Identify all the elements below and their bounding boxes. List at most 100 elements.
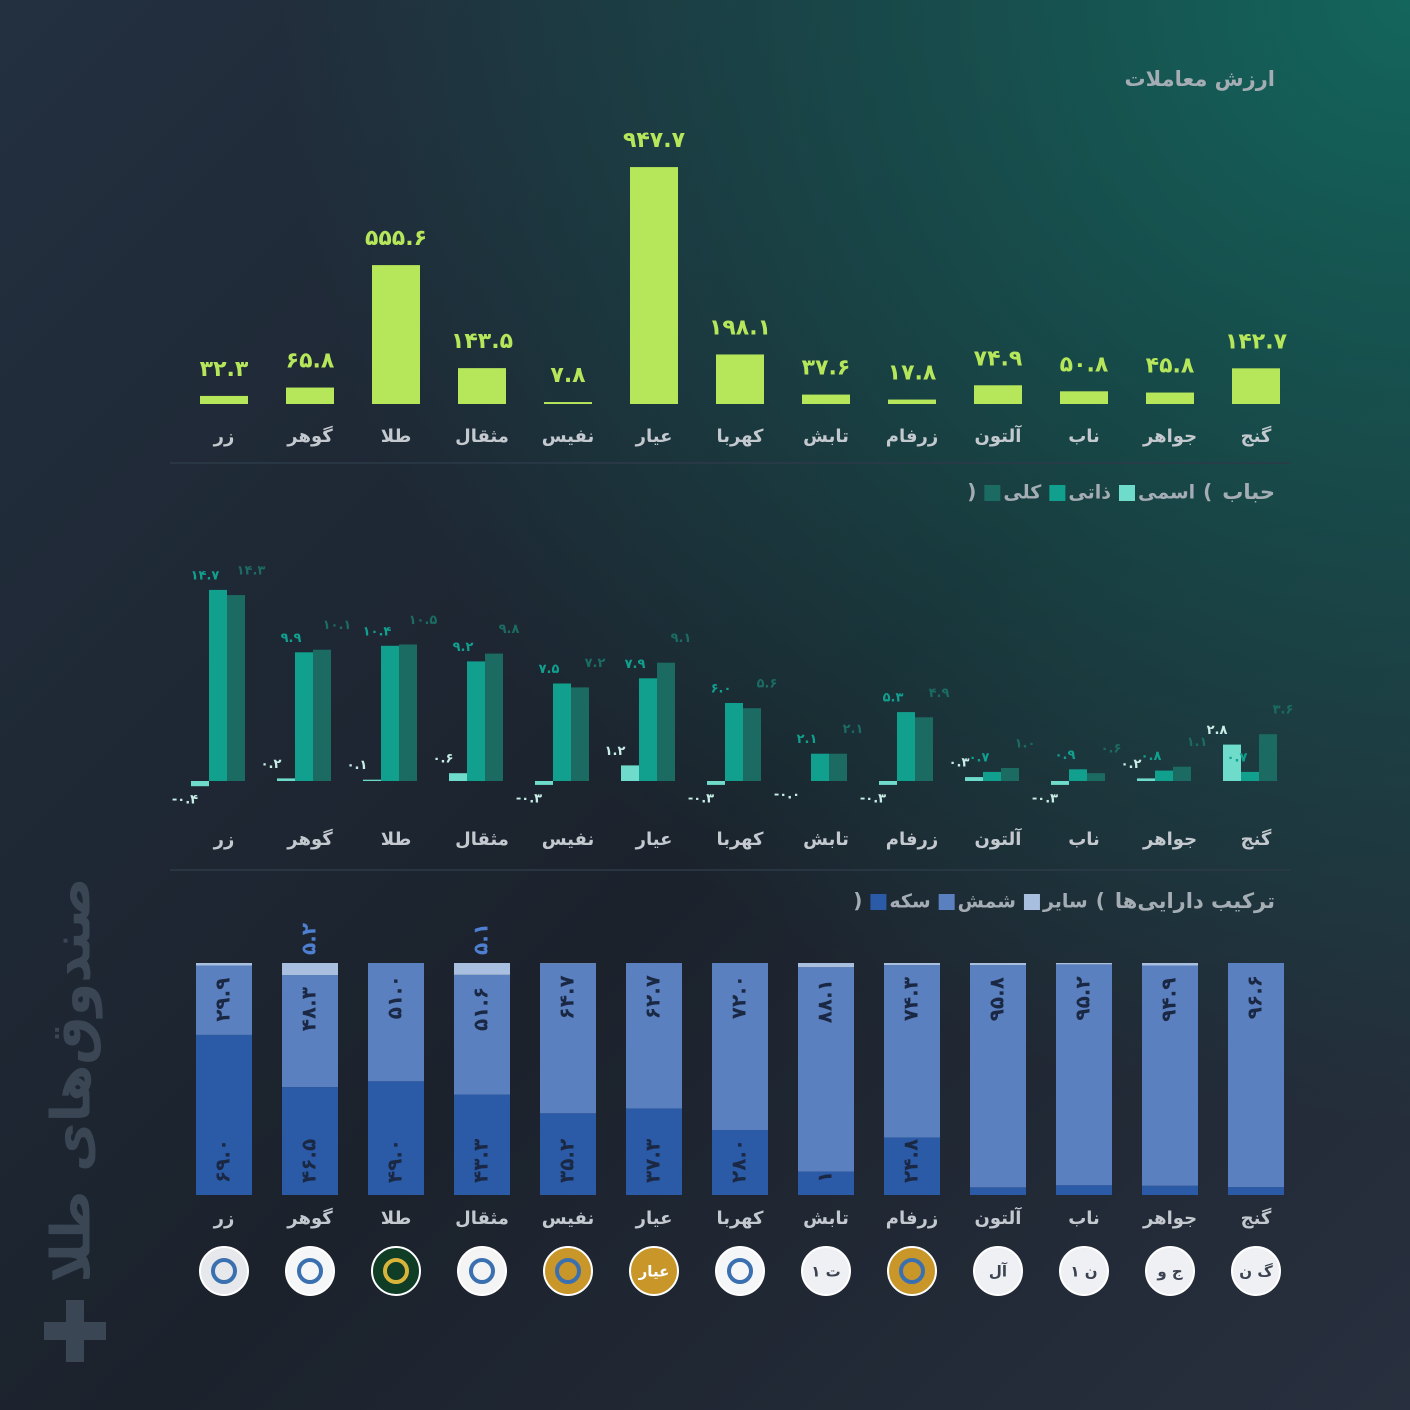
bar-segment (196, 963, 252, 966)
value-label: ۲.۱ (843, 722, 864, 737)
x-tick-label: نفیس (542, 829, 595, 850)
bar (363, 779, 381, 781)
bar-segment (454, 963, 510, 975)
value-label: ۱۷.۸ (888, 361, 937, 386)
bar-segment (626, 1108, 682, 1195)
value-label: ۹۵.۸ (985, 977, 1009, 1021)
bar-segment (1056, 1185, 1112, 1195)
bar (1173, 766, 1191, 781)
value-label: ۲.۸ (1207, 723, 1228, 738)
bar (1087, 773, 1105, 781)
value-label: ۴۳.۳ (469, 1139, 493, 1183)
x-tick-label: گوهر (286, 1207, 333, 1229)
value-label: ۰.۷ (1227, 750, 1248, 765)
legend-label: شمش (958, 891, 1016, 913)
value-label: ۳.۶ (1273, 703, 1294, 718)
bar (381, 645, 399, 781)
fund-logo (371, 1246, 421, 1296)
bar (915, 717, 933, 781)
x-tick-label: عیار (635, 829, 673, 850)
bar-segment (282, 1087, 338, 1195)
value-label: -۰.۳ (688, 791, 714, 806)
value-label: ۱۴.۷ (191, 568, 220, 583)
bar (1060, 391, 1108, 404)
x-tick-label: زر (213, 426, 235, 447)
bar (621, 765, 639, 781)
value-label: ۱.۰ (1015, 737, 1036, 752)
fund-logo (285, 1246, 335, 1296)
bar-segment (970, 963, 1026, 966)
x-tick-label: زرفام (886, 829, 938, 850)
value-label: ۰.۶ (1101, 742, 1122, 757)
fund-logo (801, 1246, 851, 1296)
bar-segment (798, 1171, 854, 1195)
bar-segment (884, 1137, 940, 1195)
bar (743, 708, 761, 781)
fund-logo (457, 1246, 507, 1296)
bar-segment (454, 1094, 510, 1195)
legend-marker (870, 894, 887, 910)
fund-logo-emblem (899, 1258, 925, 1284)
x-tick-label: گوهر (286, 828, 333, 850)
value-label: ۰.۶ (433, 752, 454, 767)
legend-label: کلی (1003, 482, 1042, 504)
legend-marker (1049, 485, 1066, 501)
value-label: ۱۰.۴ (363, 624, 392, 639)
x-tick-label: عیار (635, 1208, 673, 1229)
bar (458, 368, 506, 404)
x-tick-label: آلتون (975, 827, 1023, 850)
bar (1223, 744, 1241, 781)
x-tick-label: آلتون (975, 1206, 1023, 1229)
fund-logo-emblem (555, 1258, 581, 1284)
value-label: ۷.۲ (585, 656, 606, 671)
value-label: ۰.۳ (949, 756, 970, 771)
chart-title: حباب (1222, 480, 1275, 504)
value-label: ۲۸.۰ (727, 1139, 751, 1183)
fund-logo (973, 1246, 1023, 1296)
bar-segment (626, 963, 682, 1109)
bar-segment (798, 963, 854, 968)
value-label: ۹۴.۹ (1157, 978, 1181, 1022)
value-label: ۶۴.۷ (555, 975, 579, 1019)
bar (639, 678, 657, 781)
bar-segment (970, 965, 1026, 1188)
x-tick-label: طلا (381, 426, 412, 447)
bar-segment (540, 963, 596, 1114)
bar (449, 773, 467, 781)
fund-logo-text: گ ن (1239, 1263, 1273, 1281)
x-tick-label: نفیس (542, 1208, 595, 1229)
bar (399, 644, 417, 781)
bar (485, 653, 503, 781)
bar (467, 661, 485, 781)
fund-logo-text: آل (989, 1263, 1008, 1281)
bar (974, 385, 1022, 404)
fund-logo-text: عیار (638, 1263, 670, 1281)
value-label: ۵۱.۶ (469, 987, 493, 1031)
value-label: ۵.۳ (883, 691, 904, 706)
bar (829, 753, 847, 781)
x-tick-label: جواهر (1142, 1208, 1197, 1229)
bar (227, 595, 245, 781)
fund-logo-emblem (211, 1258, 237, 1284)
value-label: ۱۴.۳ (237, 564, 266, 579)
bar-segment (282, 975, 338, 1088)
value-label: ۰.۹ (1055, 748, 1076, 763)
value-label: ۶.۰ (711, 682, 732, 697)
value-label: ۶۹.۰ (211, 1139, 235, 1183)
value-label: ۵.۱ (469, 923, 493, 955)
bar (657, 662, 675, 781)
bar-segment (712, 963, 768, 1131)
x-tick-label: تابش (803, 1208, 849, 1229)
value-label: ۱۴۲.۷ (1225, 329, 1288, 354)
value-label: -۰.۳ (516, 791, 542, 806)
value-label: ۹۵.۲ (1071, 976, 1095, 1020)
fund-logo (629, 1246, 679, 1296)
fund-logo-text: ن ۱ (1070, 1263, 1097, 1281)
x-tick-label: مثقال (455, 426, 509, 447)
value-label: ۱.۱ (1187, 735, 1208, 750)
value-label: ۲۹.۹ (211, 978, 235, 1022)
bar (879, 781, 897, 785)
bar (630, 167, 678, 404)
bar-segment (196, 965, 252, 1035)
value-label: ۵۰.۸ (1060, 352, 1109, 377)
